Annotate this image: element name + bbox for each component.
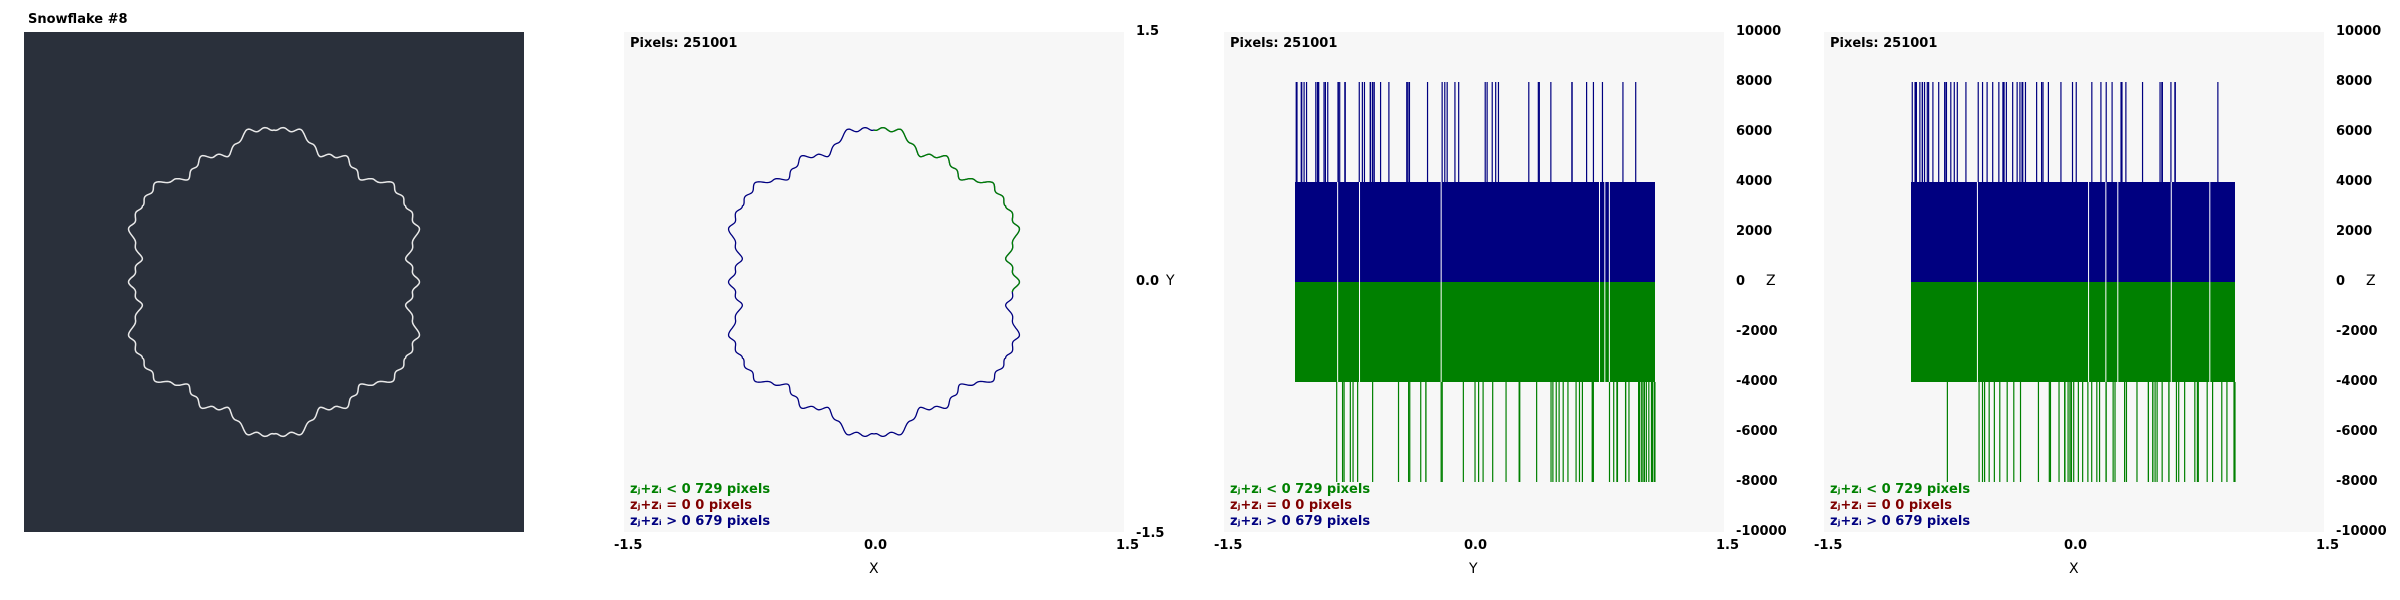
z-tick-label: 0	[1736, 274, 1746, 289]
negative-block	[1911, 282, 2235, 382]
legend-negative: zⱼ+zᵢ < 0 729 pixels	[1830, 482, 1971, 497]
z-tick-label: -10000	[2336, 524, 2387, 539]
pixel-count-label: Pixels: 251001	[1230, 36, 1338, 51]
negative-block	[1295, 282, 1655, 382]
z-tick-label: -6000	[1736, 424, 1778, 439]
x-axis-name: X	[2069, 561, 2079, 577]
legend-zero: zⱼ+zᵢ = 0 0 pixels	[1230, 498, 1352, 513]
z-tick-label: 10000	[1736, 24, 1782, 39]
legend: zⱼ+zᵢ < 0 729 pixels zⱼ+zᵢ = 0 0 pixels …	[1830, 482, 1970, 530]
yz-plot-panel: Pixels: 251001 zⱼ+zᵢ < 0 729 pixels zⱼ+z…	[1224, 32, 1724, 532]
z-tick-label: 10000	[2336, 24, 2382, 39]
z-tick-label: 6000	[2336, 124, 2373, 139]
x-tick-mid: 0.0	[2064, 538, 2088, 553]
yz-bar-chart	[1295, 82, 1656, 482]
z-tick-label: 2000	[2336, 224, 2373, 239]
positive-block	[1911, 182, 2235, 282]
z-tick-label: 0	[2336, 274, 2346, 289]
z-axis-name: Z	[1766, 273, 1776, 289]
snowflake-path	[127, 126, 421, 438]
snowflake-xy-outline	[727, 126, 1021, 438]
y-tick-bottom: -1.5	[1136, 526, 1165, 541]
z-tick-label: -4000	[1736, 374, 1778, 389]
window-title: Snowflake #8	[28, 12, 128, 27]
snowflake-path	[727, 126, 1021, 438]
legend-positive: zⱼ+zᵢ > 0 679 pixels	[1230, 514, 1371, 529]
z-tick-label: -4000	[2336, 374, 2378, 389]
x-axis-name: Y	[1469, 561, 1478, 577]
x-tick-max: 1.5	[2316, 538, 2340, 553]
snowflake-render-panel	[24, 32, 524, 532]
legend-negative: zⱼ+zᵢ < 0 729 pixels	[630, 482, 771, 497]
z-tick-label: -8000	[2336, 474, 2378, 489]
xz-bar-chart	[1911, 82, 2236, 482]
z-tick-label: 8000	[1736, 74, 1773, 89]
z-tick-label: -8000	[1736, 474, 1778, 489]
positive-block	[1295, 182, 1655, 282]
legend-zero: zⱼ+zᵢ = 0 0 pixels	[1830, 498, 1952, 513]
z-tick-label: 8000	[2336, 74, 2373, 89]
z-axis-name: Z	[2366, 273, 2376, 289]
legend-zero: zⱼ+zᵢ = 0 0 pixels	[630, 498, 752, 513]
x-tick-mid: 0.0	[864, 538, 888, 553]
x-tick-min: -1.5	[1214, 538, 1243, 553]
z-tick-label: -6000	[2336, 424, 2378, 439]
z-tick-label: -2000	[2336, 324, 2378, 339]
x-tick-min: -1.5	[614, 538, 643, 553]
x-tick-max: 1.5	[1716, 538, 1740, 553]
legend: zⱼ+zᵢ < 0 729 pixels zⱼ+zᵢ = 0 0 pixels …	[630, 482, 770, 530]
z-tick-label: -2000	[1736, 324, 1778, 339]
x-tick-max: 1.5	[1116, 538, 1140, 553]
x-axis-name: X	[869, 561, 879, 577]
legend-positive: zⱼ+zᵢ > 0 679 pixels	[1830, 514, 1971, 529]
z-tick-label: 4000	[1736, 174, 1773, 189]
x-tick-mid: 0.0	[1464, 538, 1488, 553]
z-tick-label: -10000	[1736, 524, 1787, 539]
xz-plot-panel: Pixels: 251001 zⱼ+zᵢ < 0 729 pixels zⱼ+z…	[1824, 32, 2324, 532]
y-tick-mid: 0.0	[1136, 274, 1160, 289]
pixel-count-label: Pixels: 251001	[630, 36, 738, 51]
xy-plot-panel: Pixels: 251001 zⱼ+zᵢ < 0 729 pixels zⱼ+z…	[624, 32, 1124, 532]
legend-negative: zⱼ+zᵢ < 0 729 pixels	[1230, 482, 1371, 497]
z-tick-label: 2000	[1736, 224, 1773, 239]
pixel-count-label: Pixels: 251001	[1830, 36, 1938, 51]
snowflake-path-negative	[874, 126, 1021, 292]
x-tick-min: -1.5	[1814, 538, 1843, 553]
legend: zⱼ+zᵢ < 0 729 pixels zⱼ+zᵢ = 0 0 pixels …	[1230, 482, 1370, 530]
z-tick-label: 4000	[2336, 174, 2373, 189]
y-axis-name: Y	[1166, 273, 1175, 289]
snowflake-outline	[127, 126, 421, 438]
z-tick-label: 6000	[1736, 124, 1773, 139]
legend-positive: zⱼ+zᵢ > 0 679 pixels	[630, 514, 771, 529]
y-tick-top: 1.5	[1136, 24, 1160, 39]
